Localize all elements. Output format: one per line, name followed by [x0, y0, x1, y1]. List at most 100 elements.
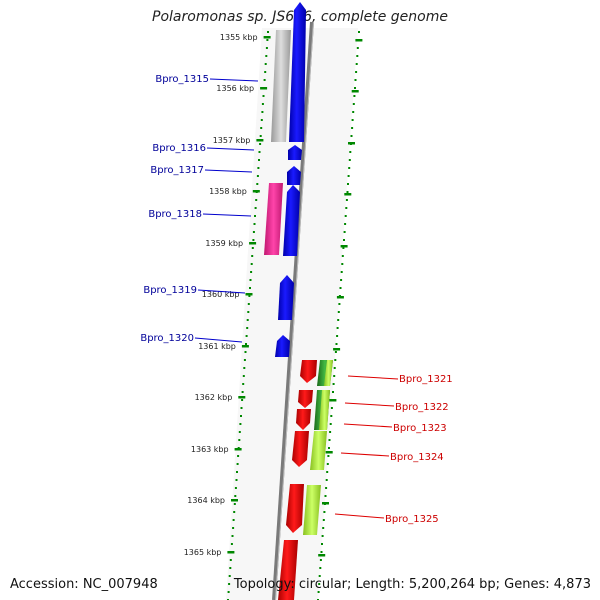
kbp-tick-mark [252, 190, 260, 193]
ruler-dot [238, 431, 241, 433]
ruler-tick-right [325, 451, 333, 454]
label-bpro-1321[interactable]: Bpro_1321 [399, 374, 453, 385]
ruler-dot [247, 303, 250, 305]
ruler-dot [245, 335, 248, 337]
kbp-label: 1357 kbp [213, 136, 251, 145]
ruler-dot [334, 359, 337, 361]
gene-bpro-1321[interactable] [300, 360, 317, 383]
ruler-dot [252, 239, 255, 241]
ruler-dot [354, 79, 357, 81]
gene-bpro-1316[interactable] [288, 145, 302, 160]
green-feature-2b [319, 390, 330, 430]
gene-bpro-1318[interactable] [283, 185, 300, 256]
ruler-dot [347, 183, 349, 185]
ruler-dot [342, 247, 345, 249]
gene-bpro-1320[interactable] [275, 335, 290, 357]
ruler-dot [241, 391, 244, 393]
ruler-tick-right [355, 39, 363, 42]
gene-bpro-1325[interactable] [286, 484, 304, 533]
label-bpro-1323[interactable]: Bpro_1323 [393, 423, 447, 434]
kbp-label: 1365 kbp [184, 548, 222, 557]
gene-bpro-1315[interactable] [289, 2, 306, 142]
kbp-tick-mark [234, 448, 242, 451]
ruler-dot [244, 351, 247, 353]
ruler-dot [253, 223, 256, 225]
pink-feature [264, 183, 283, 255]
ruler-dot [355, 63, 358, 65]
ruler-tick-right [329, 399, 337, 402]
ruler-dot [265, 47, 268, 49]
ruler-dot [232, 527, 235, 529]
ruler-dot [345, 199, 348, 201]
ruler-dot [235, 479, 238, 481]
ruler-dot [264, 63, 267, 65]
gray-feature [271, 30, 291, 142]
ruler-dot [251, 255, 254, 257]
ruler-dot [318, 575, 321, 577]
ruler-dot [252, 231, 255, 233]
accession-text: Accession: NC_007948 [10, 577, 158, 592]
ruler-dot [254, 207, 257, 209]
label-bpro-1318[interactable]: Bpro_1318 [148, 209, 202, 220]
ruler-dot [240, 415, 242, 417]
label-bpro-1316[interactable]: Bpro_1316 [152, 143, 206, 154]
ruler-dot [334, 351, 337, 353]
ruler-tick-right [322, 502, 329, 505]
ruler-dot [330, 407, 333, 409]
kbp-label: 1361 kbp [198, 342, 236, 351]
kbp-tick-mark [256, 139, 264, 142]
kbp-tick-mark [245, 293, 253, 296]
ruler-dot [352, 103, 355, 105]
gene-bpro-1323[interactable] [296, 409, 311, 430]
gene-bpro-1322[interactable] [298, 390, 313, 408]
gene-bpro-1317[interactable] [287, 166, 301, 185]
ruler-dot [336, 335, 339, 337]
gene-bottom-red[interactable] [278, 540, 298, 600]
ruler-dot [326, 471, 329, 473]
forward-label-lines [194, 78, 259, 343]
ruler-dot [246, 327, 249, 329]
genome-backbone-highlight [275, 21, 314, 600]
ruler-dot [324, 495, 327, 497]
ruler-dot [263, 79, 266, 81]
ruler-dot [239, 423, 242, 425]
ruler-dot [228, 575, 231, 577]
label-bpro-1315[interactable]: Bpro_1315 [155, 74, 209, 85]
ruler-dot [250, 271, 253, 273]
ruler-dot [340, 271, 343, 273]
ruler-dot [325, 479, 328, 481]
ruler-dot [318, 583, 321, 585]
label-bpro-1325[interactable]: Bpro_1325 [385, 514, 439, 525]
ruler-dot [328, 439, 331, 441]
ruler-dot [265, 55, 268, 57]
ruler-dot [237, 455, 240, 457]
ruler-dot [319, 559, 322, 561]
ruler-dot [234, 487, 237, 489]
ruler-dot [247, 311, 250, 313]
kbp-label: 1359 kbp [205, 239, 243, 248]
ruler-dot [350, 135, 353, 137]
label-bpro-1319[interactable]: Bpro_1319 [143, 285, 197, 296]
ruler-dot [260, 119, 263, 121]
ruler-dot [249, 279, 252, 281]
ruler-dot [261, 111, 264, 113]
gene-bpro-1319[interactable] [278, 275, 294, 320]
ruler-tick-right [340, 245, 348, 248]
kbp-tick-mark [238, 396, 246, 399]
ruler-dot [233, 503, 236, 505]
label-bpro-1320[interactable]: Bpro_1320 [140, 333, 194, 344]
ruler-dot [245, 343, 247, 345]
label-bpro-1322[interactable]: Bpro_1322 [395, 402, 449, 413]
label-bpro-1317[interactable]: Bpro_1317 [150, 165, 204, 176]
green-feature-3 [310, 431, 327, 470]
ruler-dot [231, 535, 234, 537]
gene-bpro-1324[interactable] [292, 431, 309, 467]
ruler-dot [258, 159, 260, 161]
ruler-dot [250, 263, 253, 265]
ruler-dot [321, 543, 323, 545]
ruler-dot [248, 295, 251, 297]
ruler-dot [343, 239, 345, 241]
label-bpro-1324[interactable]: Bpro_1324 [390, 452, 444, 463]
ruler-dot [322, 527, 325, 529]
